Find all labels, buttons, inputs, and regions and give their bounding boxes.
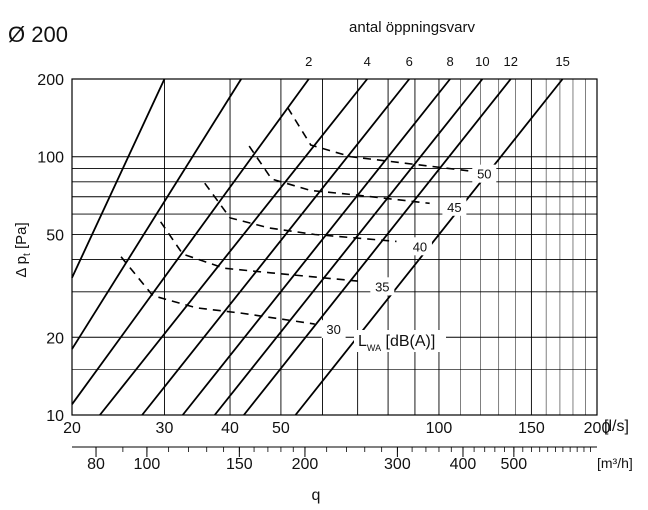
opening-line-label: 8 (446, 54, 453, 69)
chart-title: Ø 200 (8, 22, 68, 47)
x-axis-label: q (312, 487, 321, 504)
opening-line-4 (99, 78, 368, 416)
x-tick-label: 40 (221, 420, 239, 437)
x-tick-label: 200 (584, 420, 611, 437)
m3h-tick-label: 100 (134, 456, 161, 473)
x-tick-label: 30 (156, 420, 174, 437)
sound-label-30: 30 (326, 322, 340, 337)
y-tick-label: 50 (46, 227, 64, 244)
opening-line-2 (71, 78, 310, 405)
opening-line-label: 2 (305, 54, 312, 69)
opening-lines (71, 78, 564, 416)
m3h-tick-label: 300 (384, 456, 411, 473)
opening-line-label: 10 (475, 54, 489, 69)
sound-curves (120, 107, 471, 325)
sound-label-bg (442, 197, 467, 216)
sound-label-50: 50 (477, 167, 491, 182)
opening-line-label: 4 (364, 54, 371, 69)
opening-line-12 (243, 78, 512, 416)
top-axis-label: antal öppningsvarv (349, 19, 475, 36)
opening-line-extra-8 (71, 78, 166, 279)
y-tick-label: 200 (37, 72, 64, 89)
x-tick-label: 150 (518, 420, 545, 437)
sound-label-bg (407, 237, 432, 256)
sound-label-40: 40 (413, 239, 427, 254)
opening-line-extra-7 (71, 78, 242, 350)
sound-label-bg (321, 320, 346, 339)
opening-line-label: 6 (406, 54, 413, 69)
x-tick-label: 50 (272, 420, 290, 437)
sound-label-35: 35 (375, 279, 389, 294)
sound-curve-35 (159, 221, 358, 282)
sound-curve-50 (286, 107, 471, 172)
sound-level-label-bg (354, 330, 446, 352)
opening-line-label: 12 (504, 54, 518, 69)
opening-line-10 (214, 78, 484, 416)
m3h-tick-label: 200 (292, 456, 319, 473)
sound-label-bg (370, 277, 395, 296)
plot-frame (71, 78, 598, 416)
opening-line-8 (181, 78, 451, 416)
m3h-tick-label: 400 (450, 456, 477, 473)
y-tick-label: 10 (46, 408, 64, 425)
x-unit-m3h: [m³/h] (597, 455, 633, 471)
sound-curve-30 (120, 256, 315, 325)
y-tick-label: 20 (46, 330, 64, 347)
sound-label-45: 45 (447, 200, 461, 215)
opening-line-label: 15 (555, 54, 569, 69)
y-tick-label: 100 (37, 150, 64, 167)
sound-label-bg (472, 164, 497, 183)
x-tick-label: 100 (426, 420, 453, 437)
m3h-tick-label: 150 (226, 456, 253, 473)
y-axis-label: Δ pt [Pa] (13, 222, 33, 277)
opening-line-6 (141, 78, 410, 416)
sound-curve-40 (204, 182, 397, 243)
sound-level-label: LWA [dB(A)] (358, 333, 435, 353)
m3h-tick-label: 500 (501, 456, 528, 473)
x-unit-ls: [l/s] (604, 418, 629, 435)
x-tick-label: 20 (63, 420, 81, 437)
m3h-tick-label: 80 (87, 456, 105, 473)
